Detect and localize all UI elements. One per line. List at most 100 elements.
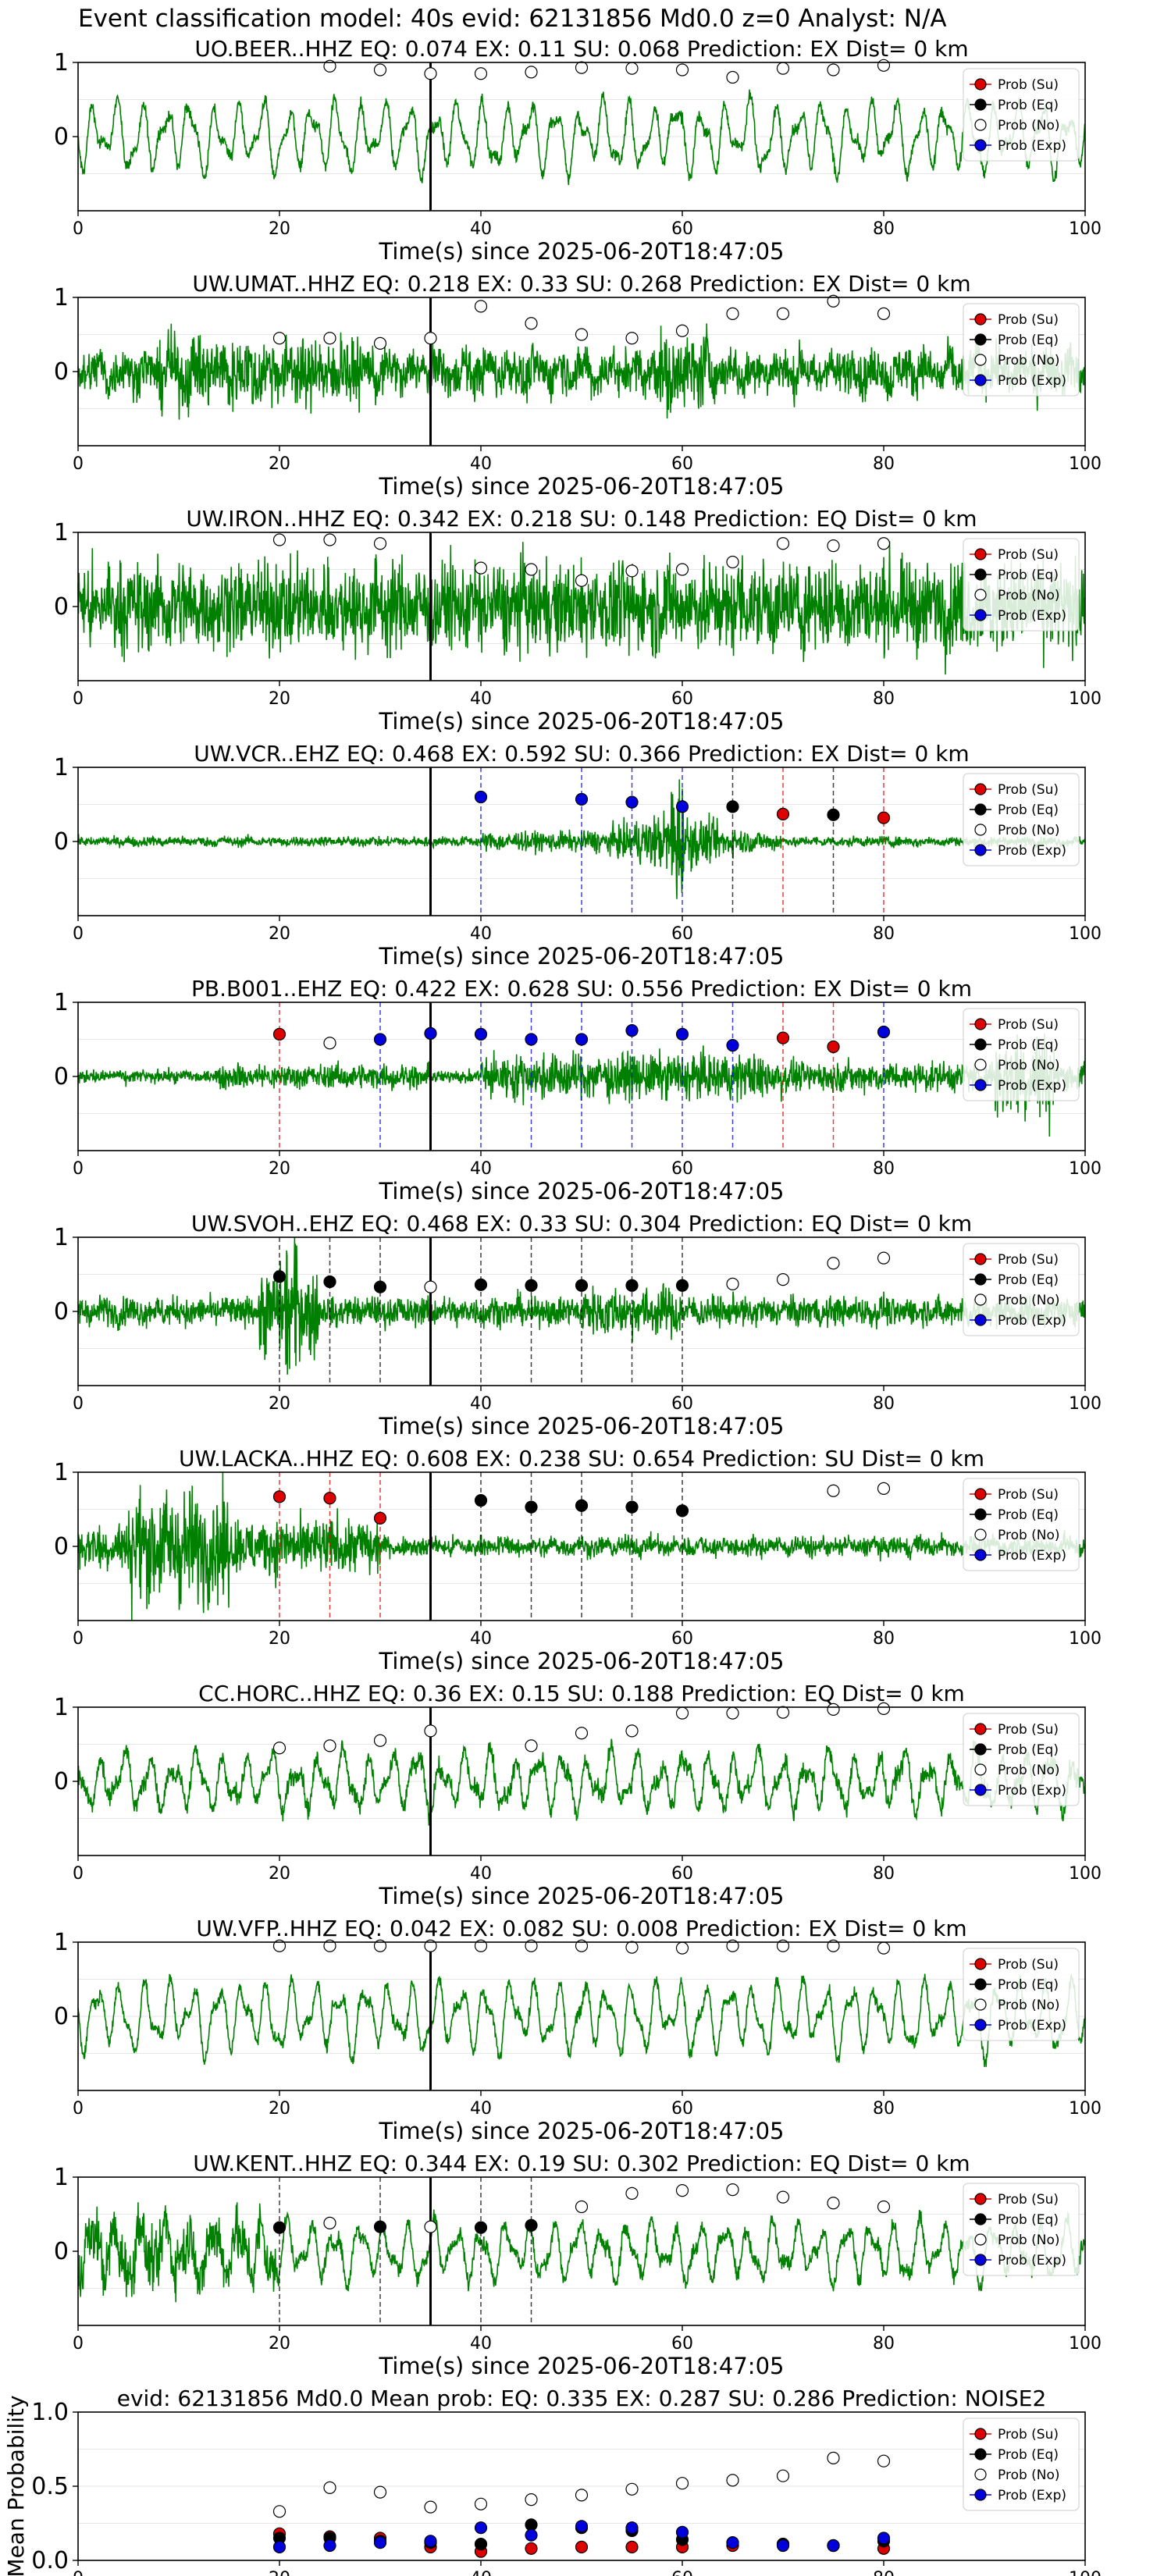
prob-marker-no	[373, 1734, 387, 1747]
legend-marker-eq	[974, 1508, 987, 1521]
x-tick-label: 100	[1069, 219, 1102, 239]
y-tick-label: 1	[54, 754, 69, 781]
prob-marker-no	[525, 563, 538, 576]
prob-marker-no	[373, 1939, 387, 1952]
y-tick-label: 0	[54, 593, 69, 621]
prob-marker-no	[827, 1939, 840, 1952]
prob-marker-no	[373, 336, 387, 350]
legend-marker-exp	[974, 1784, 987, 1796]
legend-box	[963, 1948, 1080, 2041]
x-tick-label: 0	[73, 2099, 84, 2119]
x-tick-label: 100	[1069, 2569, 1102, 2576]
legend-marker-eq	[974, 568, 987, 581]
legend-label: Prob (No)	[998, 353, 1060, 368]
prob-marker-no	[625, 1724, 639, 1738]
legend-label: Prob (No)	[998, 1293, 1060, 1308]
prob-marker-eq	[272, 1270, 287, 1283]
prob-marker-eq	[525, 2218, 538, 2232]
mean-prob-marker-exp	[827, 2539, 840, 2553]
x-tick-label: 80	[873, 689, 895, 709]
legend-marker-eq	[974, 333, 987, 346]
prob-marker-no	[726, 70, 739, 84]
prob-marker-su	[373, 1511, 387, 1525]
prob-marker-eq	[373, 2220, 387, 2233]
subplot-1: UO.BEER..HHZ EQ: 0.074 EX: 0.11 SU: 0.06…	[54, 36, 1102, 265]
x-tick-label: 60	[671, 219, 693, 239]
y-tick-label: 1	[54, 49, 69, 76]
mean-prob-marker-exp	[776, 2539, 790, 2553]
legend-label: Prob (No)	[998, 823, 1060, 838]
prob-marker-no	[776, 2190, 790, 2204]
legend-marker-eq	[974, 1038, 987, 1051]
legend-label: Prob (No)	[998, 588, 1060, 603]
x-tick-label: 80	[873, 2569, 895, 2576]
mean-prob-marker-no	[675, 2477, 689, 2490]
prob-marker-exp	[726, 1038, 739, 1052]
legend-marker-exp	[974, 374, 987, 386]
prob-marker-exp	[525, 1033, 538, 1046]
legend-label: Prob (Eq)	[998, 98, 1059, 113]
prob-marker-no	[877, 59, 891, 72]
prob-marker-exp	[373, 1033, 387, 1046]
waveform-trace	[77, 1471, 1086, 1621]
prob-marker-no	[424, 1939, 437, 1952]
legend-marker-no	[974, 2468, 987, 2481]
mean-prob-marker-exp	[675, 2525, 689, 2539]
legend-box	[963, 1478, 1080, 1571]
x-axis-label: Time(s) since 2025-06-20T18:47:05	[379, 473, 785, 500]
x-axis-label: Time(s) since 2025-06-20T18:47:05	[379, 238, 785, 265]
prob-marker-no	[323, 1037, 336, 1050]
prob-marker-no	[726, 1939, 739, 1952]
subplot-2: UW.UMAT..HHZ EQ: 0.218 EX: 0.33 SU: 0.26…	[54, 271, 1102, 500]
prob-marker-eq	[525, 1279, 538, 1292]
legend-label: Prob (Su)	[998, 1722, 1059, 1738]
x-tick-label: 60	[671, 1159, 693, 1179]
x-tick-label: 100	[1069, 1864, 1102, 1884]
x-tick-label: 20	[269, 219, 290, 239]
x-tick-label: 20	[269, 2099, 290, 2119]
x-tick-label: 40	[470, 924, 492, 944]
legend-marker-no	[974, 354, 987, 366]
legend-marker-eq	[974, 1978, 987, 1991]
waveform-trace	[77, 1738, 1086, 1826]
x-tick-label: 60	[671, 1394, 693, 1414]
y-tick-label: 0	[54, 828, 69, 856]
legend-label: Prob (No)	[998, 1528, 1060, 1543]
legend-label: Prob (Exp)	[998, 1313, 1066, 1329]
prob-marker-eq	[625, 1500, 639, 1514]
prob-marker-no	[323, 332, 336, 345]
prob-marker-no	[323, 2216, 336, 2229]
mean-prob-marker-no	[726, 2474, 739, 2487]
prob-marker-no	[625, 1941, 639, 1954]
x-tick-label: 100	[1069, 454, 1102, 474]
mean-prob-marker-exp	[272, 2540, 287, 2553]
mean-prob-marker-su	[525, 2542, 538, 2555]
legend-label: Prob (Exp)	[998, 1078, 1066, 1094]
prob-marker-eq	[525, 1500, 538, 1514]
y-tick-label: 1	[54, 989, 69, 1016]
prob-marker-exp	[877, 1025, 891, 1039]
subplot-title: UW.VCR..EHZ EQ: 0.468 EX: 0.592 SU: 0.36…	[194, 741, 969, 767]
prob-marker-eq	[373, 1280, 387, 1293]
x-axis-label: Time(s) since 2025-06-20T18:47:05	[379, 943, 785, 970]
x-tick-label: 40	[470, 454, 492, 474]
mean-prob-marker-no	[424, 2500, 437, 2514]
prob-marker-no	[877, 1251, 891, 1265]
mean-prob-marker-exp	[323, 2539, 336, 2553]
legend-marker-exp	[974, 2254, 987, 2266]
legend: Prob (Su) Prob (Eq) Prob (No) Prob (Exp)	[963, 2183, 1080, 2276]
prob-marker-su	[776, 807, 790, 820]
prob-marker-no	[776, 1706, 790, 1719]
prob-marker-no	[575, 61, 589, 74]
figure-suptitle: Event classification model: 40s evid: 62…	[78, 5, 947, 33]
x-tick-label: 100	[1069, 2334, 1102, 2354]
subplot-title: UW.VFP..HHZ EQ: 0.042 EX: 0.082 SU: 0.00…	[196, 1916, 966, 1941]
legend-marker-no	[974, 2233, 987, 2246]
x-tick-label: 40	[470, 219, 492, 239]
prob-marker-exp	[474, 790, 488, 804]
legend: Prob (Su) Prob (Eq) Prob (No) Prob (Exp)	[963, 1243, 1080, 1336]
legend: Prob (Su) Prob (Eq) Prob (No) Prob (Exp)	[963, 1008, 1080, 1101]
legend-box	[963, 2183, 1080, 2276]
prob-marker-eq	[575, 1279, 589, 1292]
subplot-11: evid: 62131856 Md0.0 Mean prob: EQ: 0.33…	[3, 2386, 1102, 2576]
